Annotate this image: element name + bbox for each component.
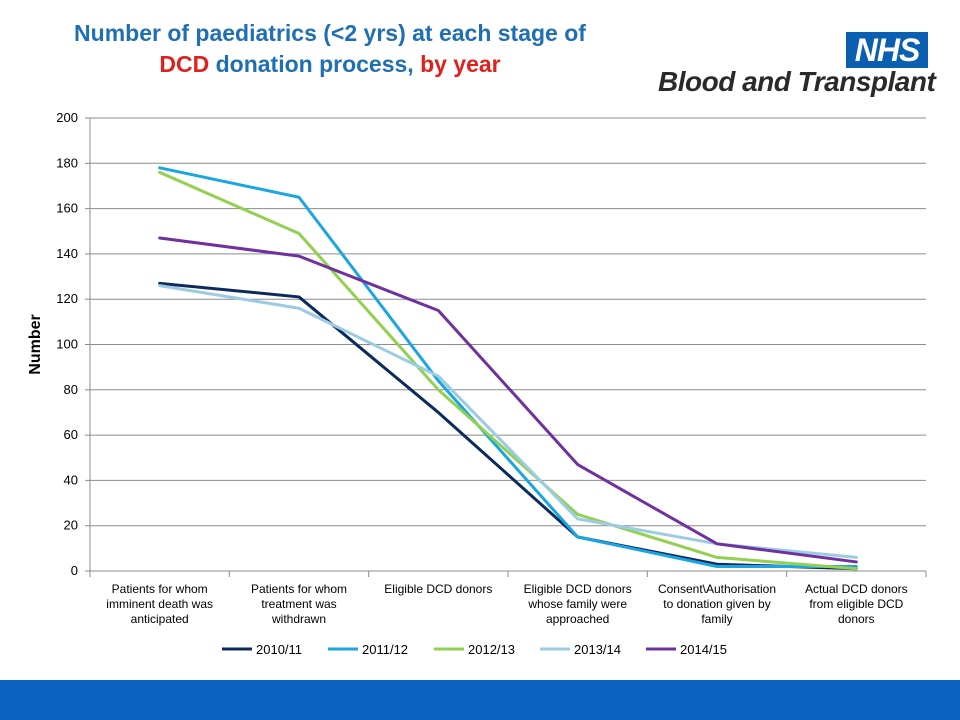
y-tick-label: 200 bbox=[56, 110, 78, 125]
series-line-2012/13 bbox=[158, 170, 858, 571]
x-tick-label: withdrawn bbox=[271, 612, 326, 626]
x-tick-label: Consent\Authorisation bbox=[658, 582, 776, 596]
x-tick-label: treatment was bbox=[261, 597, 336, 611]
y-tick-label: 80 bbox=[64, 382, 78, 397]
x-tick-label: Eligible DCD donors bbox=[384, 582, 492, 596]
blood-and-transplant-text: Blood and Transplant bbox=[658, 66, 936, 97]
y-tick-label: 180 bbox=[56, 155, 78, 170]
legend-entry: 2014/15 bbox=[680, 642, 727, 657]
title-by-year: by year bbox=[420, 51, 501, 77]
y-tick-label: 160 bbox=[56, 201, 78, 216]
nhs-logo-box bbox=[846, 32, 928, 68]
series-line-2014/15 bbox=[158, 236, 858, 564]
series-line-2013/14 bbox=[158, 284, 858, 559]
y-tick-label: 60 bbox=[64, 427, 78, 442]
x-tick-label: donors bbox=[838, 612, 875, 626]
footer-bar bbox=[0, 680, 960, 720]
nhs-logo-text: NHS bbox=[854, 32, 921, 68]
nhsbt-logo: NHS Blood and Transplant bbox=[650, 28, 940, 103]
y-tick-label: 100 bbox=[56, 337, 78, 352]
legend-entry: 2011/12 bbox=[362, 642, 408, 657]
series-line-2011/12 bbox=[158, 166, 858, 568]
x-tick-label: Eligible DCD donors bbox=[524, 582, 632, 596]
series-line-2010/11 bbox=[158, 281, 858, 571]
line-chart: 0 20 40 60 80 100 120 140 160 180 200 Number Patient… bbox=[27, 110, 927, 657]
chart-title: Number of paediatrics (<2 yrs) at each s… bbox=[0, 18, 660, 80]
x-tick-label: to donation given by bbox=[663, 597, 770, 611]
title-donation-process: donation process, bbox=[209, 51, 421, 77]
y-tick-label: 20 bbox=[64, 518, 78, 533]
y-tick-label: 140 bbox=[56, 246, 78, 261]
x-tick-label: whose family were bbox=[527, 597, 627, 611]
x-tick-label: family bbox=[701, 612, 732, 626]
x-tick-label: imminent death was bbox=[106, 597, 213, 611]
title-line-2: DCD donation process, by year bbox=[0, 49, 660, 80]
x-tick-label: Patients for whom bbox=[251, 582, 347, 596]
legend-entry: 2013/14 bbox=[574, 642, 621, 657]
y-tick-label: 0 bbox=[71, 563, 78, 578]
y-axis-title: Number bbox=[27, 314, 44, 374]
legend-entry: 2010/11 bbox=[256, 642, 302, 657]
y-tick-label: 40 bbox=[64, 472, 78, 487]
title-dcd: DCD bbox=[159, 51, 210, 77]
x-tick-label: Patients for whom bbox=[112, 582, 208, 596]
x-tick-label: approached bbox=[546, 612, 609, 626]
title-line-1: Number of paediatrics (<2 yrs) at each s… bbox=[74, 20, 586, 46]
y-tick-label: 120 bbox=[56, 291, 78, 306]
x-tick-label: Actual DCD donors bbox=[805, 582, 908, 596]
x-tick-label: from eligible DCD bbox=[809, 597, 903, 611]
legend-entry: 2012/13 bbox=[468, 642, 515, 657]
x-tick-label: anticipated bbox=[131, 612, 189, 626]
